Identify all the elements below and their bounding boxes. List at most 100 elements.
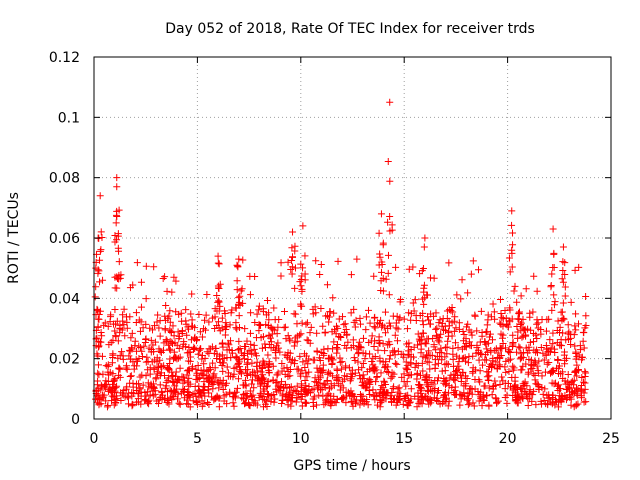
data-point: [570, 390, 578, 398]
data-point: [365, 386, 373, 394]
data-point: [459, 368, 467, 376]
data-point: [376, 250, 384, 258]
data-point: [313, 329, 321, 337]
data-point: [354, 358, 362, 366]
data-point: [329, 294, 337, 302]
data-point: [558, 275, 566, 283]
data-point: [465, 395, 473, 403]
data-point: [505, 367, 513, 375]
data-point: [485, 372, 493, 380]
data-point: [581, 379, 589, 387]
data-point: [505, 254, 513, 262]
data-point: [215, 297, 223, 305]
data-point: [530, 361, 538, 369]
data-point: [237, 370, 245, 378]
data-point: [279, 390, 287, 398]
data-point: [567, 401, 575, 409]
data-point: [580, 329, 588, 337]
data-point: [204, 398, 211, 406]
data-point: [381, 308, 389, 316]
data-point: [176, 364, 184, 372]
data-point: [341, 341, 349, 349]
data-point: [144, 397, 152, 405]
data-point: [189, 390, 197, 398]
data-point: [503, 391, 511, 399]
data-point: [443, 350, 451, 358]
data-point: [532, 401, 540, 409]
data-point: [295, 390, 303, 398]
data-point: [246, 329, 254, 337]
data-point: [323, 377, 331, 385]
data-point: [508, 221, 516, 229]
data-point: [230, 364, 238, 372]
data-point: [359, 392, 367, 400]
data-point: [172, 308, 180, 316]
data-point: [185, 391, 193, 399]
data-point: [533, 362, 541, 370]
data-point: [427, 386, 435, 394]
data-point: [395, 384, 403, 392]
data-point: [509, 229, 517, 237]
data-point: [483, 328, 491, 336]
data-point: [385, 319, 393, 327]
data-point: [337, 333, 345, 341]
data-point: [291, 284, 299, 292]
data-point: [141, 397, 149, 405]
data-point: [184, 366, 192, 374]
data-point: [392, 324, 400, 332]
data-point: [473, 327, 481, 335]
data-point: [137, 303, 145, 311]
data-point: [476, 367, 484, 375]
data-point: [115, 275, 123, 283]
data-point: [313, 364, 321, 372]
data-point: [468, 331, 476, 339]
data-point: [377, 399, 385, 407]
data-point: [165, 364, 173, 372]
data-point: [526, 313, 534, 321]
data-point: [379, 241, 387, 249]
data-point: [347, 271, 355, 279]
data-point: [559, 299, 567, 307]
data-point: [188, 316, 196, 324]
data-point: [164, 376, 172, 384]
data-point: [92, 283, 100, 291]
data-point: [191, 383, 199, 391]
data-point: [559, 243, 567, 251]
data-point: [138, 347, 146, 355]
data-point: [239, 352, 247, 360]
data-point: [394, 325, 402, 333]
data-point: [235, 356, 243, 364]
data-point: [97, 381, 105, 389]
data-point: [503, 399, 511, 407]
data-point: [465, 326, 473, 334]
data-point: [263, 402, 271, 410]
data-point: [545, 358, 553, 366]
data-point: [573, 361, 581, 369]
data-point: [350, 354, 358, 362]
data-point: [215, 403, 223, 411]
data-point: [101, 319, 109, 327]
data-point: [328, 359, 336, 367]
data-point: [112, 219, 120, 227]
data-point: [132, 318, 140, 326]
data-point: [278, 400, 286, 408]
data-point: [124, 400, 132, 408]
data-point: [114, 337, 122, 345]
data-point: [377, 210, 385, 218]
data-point: [126, 284, 134, 292]
data-point: [120, 305, 128, 313]
data-point: [557, 336, 565, 344]
data-point: [561, 283, 569, 291]
data-point: [190, 343, 198, 351]
data-point: [382, 380, 390, 388]
data-point: [291, 334, 299, 342]
data-point: [513, 298, 521, 306]
data-point: [219, 386, 227, 394]
data-point: [228, 306, 236, 314]
data-point: [478, 350, 486, 358]
x-tick-label: 0: [90, 431, 99, 447]
data-point: [93, 350, 101, 358]
data-point: [407, 385, 415, 393]
data-point: [245, 399, 253, 407]
data-point: [559, 266, 567, 274]
